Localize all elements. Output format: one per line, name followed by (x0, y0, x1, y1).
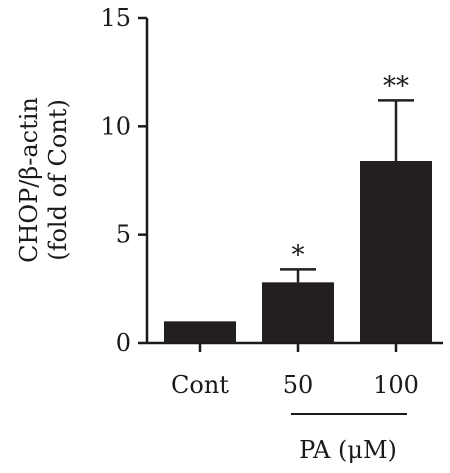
group-label: PA (μM) (299, 436, 397, 464)
x-tick-label: Cont (171, 371, 229, 399)
bars (164, 161, 432, 343)
y-tick-label: 5 (116, 221, 131, 249)
significance-labels: *** (292, 71, 410, 270)
bar (360, 161, 432, 343)
y-tick-label: 10 (100, 112, 131, 140)
y-ticks: 0 5 10 15 (100, 4, 147, 357)
y-axis-title-line2: (fold of Cont) (44, 99, 72, 261)
y-axis-title: CHOP/β-actin (15, 97, 43, 263)
x-ticks: Cont 50 100 (171, 343, 419, 399)
significance-label: * (292, 240, 305, 270)
y-tick-label: 15 (100, 4, 131, 32)
y-tick-label: 0 (116, 329, 131, 357)
x-tick-label: 100 (373, 371, 419, 399)
y-axis-title-line1: CHOP/β-actin (15, 97, 43, 263)
bar (262, 282, 334, 343)
bar (164, 321, 236, 343)
x-tick-label: 50 (283, 371, 314, 399)
y-axis-subtitle: (fold of Cont) (44, 99, 72, 261)
significance-label: ** (383, 71, 409, 101)
error-bars (280, 99, 414, 283)
